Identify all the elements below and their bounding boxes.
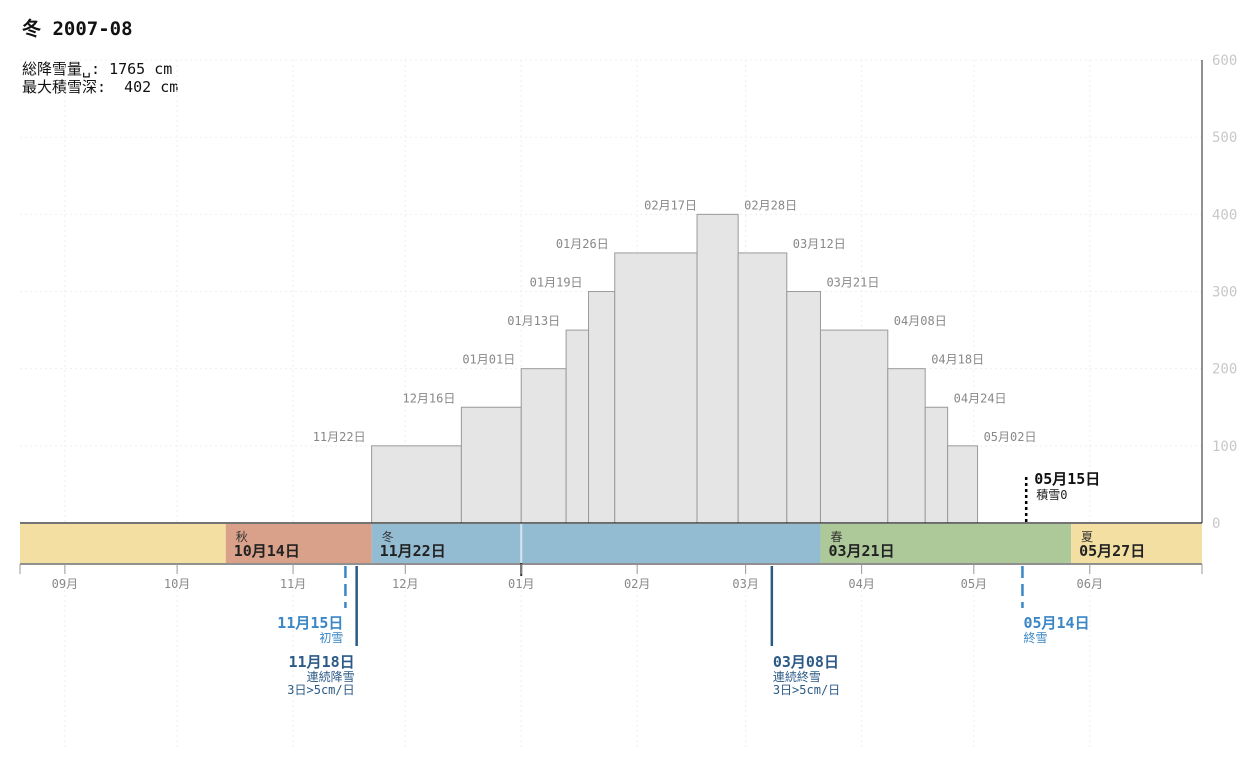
depth-zero-date: 05月15日 [1034, 470, 1100, 488]
event-description: 連続降雪 [307, 670, 355, 684]
x-tick-label: 11月 [280, 577, 306, 591]
snow-depth-bar [588, 291, 616, 524]
season-band-winter [371, 524, 821, 563]
snow-depth-bar [887, 368, 926, 524]
snow-depth-bar [819, 329, 889, 524]
bar-date-label: 03月21日 [826, 276, 879, 290]
bar-date-label: 11月22日 [313, 430, 366, 444]
bar-date-label: 01月13日 [507, 314, 560, 328]
event-description: 3日>5cm/日 [773, 683, 840, 697]
snow-depth-bar [696, 213, 739, 524]
bar-date-label: 01月26日 [556, 237, 609, 251]
x-tick-label: 01月 [508, 577, 534, 591]
snow-depth-bar [520, 368, 567, 524]
x-tick-label: 09月 [52, 577, 78, 591]
event-date: 03月08日 [773, 653, 839, 671]
snow-depth-bar [614, 252, 698, 524]
y-tick-label: 600 [1212, 53, 1237, 69]
bar-date-label: 03月12日 [793, 237, 846, 251]
event-description: 連続終雪 [773, 669, 821, 684]
bar-date-label: 04月08日 [894, 314, 947, 328]
snow-depth-bar [947, 445, 979, 524]
season-start-date: 03月21日 [828, 542, 894, 560]
x-tick-label: 12月 [392, 577, 418, 591]
bar-date-label: 01月01日 [462, 353, 515, 367]
season-name: 夏 [1081, 530, 1093, 544]
season-start-date: 10月14日 [234, 542, 300, 560]
bar-date-label: 04月18日 [931, 353, 984, 367]
x-tick-label: 06月 [1077, 577, 1103, 591]
snow-depth-bar [924, 406, 949, 524]
season-name: 冬 [382, 529, 394, 544]
snow-depth-bar [371, 445, 462, 524]
event-description: 3日>5cm/日 [287, 683, 354, 697]
y-tick-label: 400 [1212, 207, 1237, 223]
season-band-spring [820, 524, 1072, 563]
event-description: 終雪 [1023, 630, 1047, 645]
bar-date-label: 02月17日 [644, 198, 697, 212]
depth-zero-note: 積雪0 [1036, 487, 1067, 502]
x-tick-label: 04月 [848, 577, 874, 591]
bar-date-label: 01月19日 [530, 276, 583, 290]
snow-depth-bar [737, 252, 788, 524]
x-tick-label: 10月 [164, 577, 190, 591]
event-date: 11月18日 [289, 653, 355, 671]
snow-depth-bar [460, 406, 522, 524]
bar-date-label: 12月16日 [402, 391, 455, 405]
y-tick-label: 100 [1212, 439, 1237, 455]
bar-date-label: 02月28日 [744, 198, 797, 212]
event-date: 11月15日 [277, 614, 343, 632]
season-band-summer [20, 524, 226, 563]
y-tick-label: 0 [1212, 516, 1220, 532]
season-name: 秋 [236, 530, 248, 544]
x-tick-label: 03月 [732, 577, 758, 591]
total-snowfall-stat: 総降雪量␣: 1765 cm [22, 60, 173, 78]
event-date: 05月14日 [1023, 614, 1089, 632]
event-description: 初雪 [319, 631, 343, 645]
snow-depth-bar [565, 329, 590, 524]
season-start-date: 11月22日 [380, 542, 446, 560]
max-depth-stat: 最大積雪深: 402 cm [22, 78, 179, 96]
season-name: 春 [830, 530, 842, 544]
x-tick-label: 05月 [961, 577, 987, 591]
chart-title: 冬 2007-08 [22, 18, 133, 40]
x-tick-label: 02月 [624, 577, 650, 591]
season-band-autumn [225, 524, 372, 563]
y-tick-label: 500 [1212, 130, 1237, 146]
season-band-summer [1071, 524, 1202, 563]
snow-depth-bar [786, 291, 821, 524]
y-tick-label: 300 [1212, 285, 1237, 301]
y-tick-label: 200 [1212, 362, 1237, 378]
season-start-date: 05月27日 [1079, 542, 1145, 560]
bar-date-label: 05月02日 [984, 430, 1037, 444]
bar-date-label: 04月24日 [954, 391, 1007, 405]
